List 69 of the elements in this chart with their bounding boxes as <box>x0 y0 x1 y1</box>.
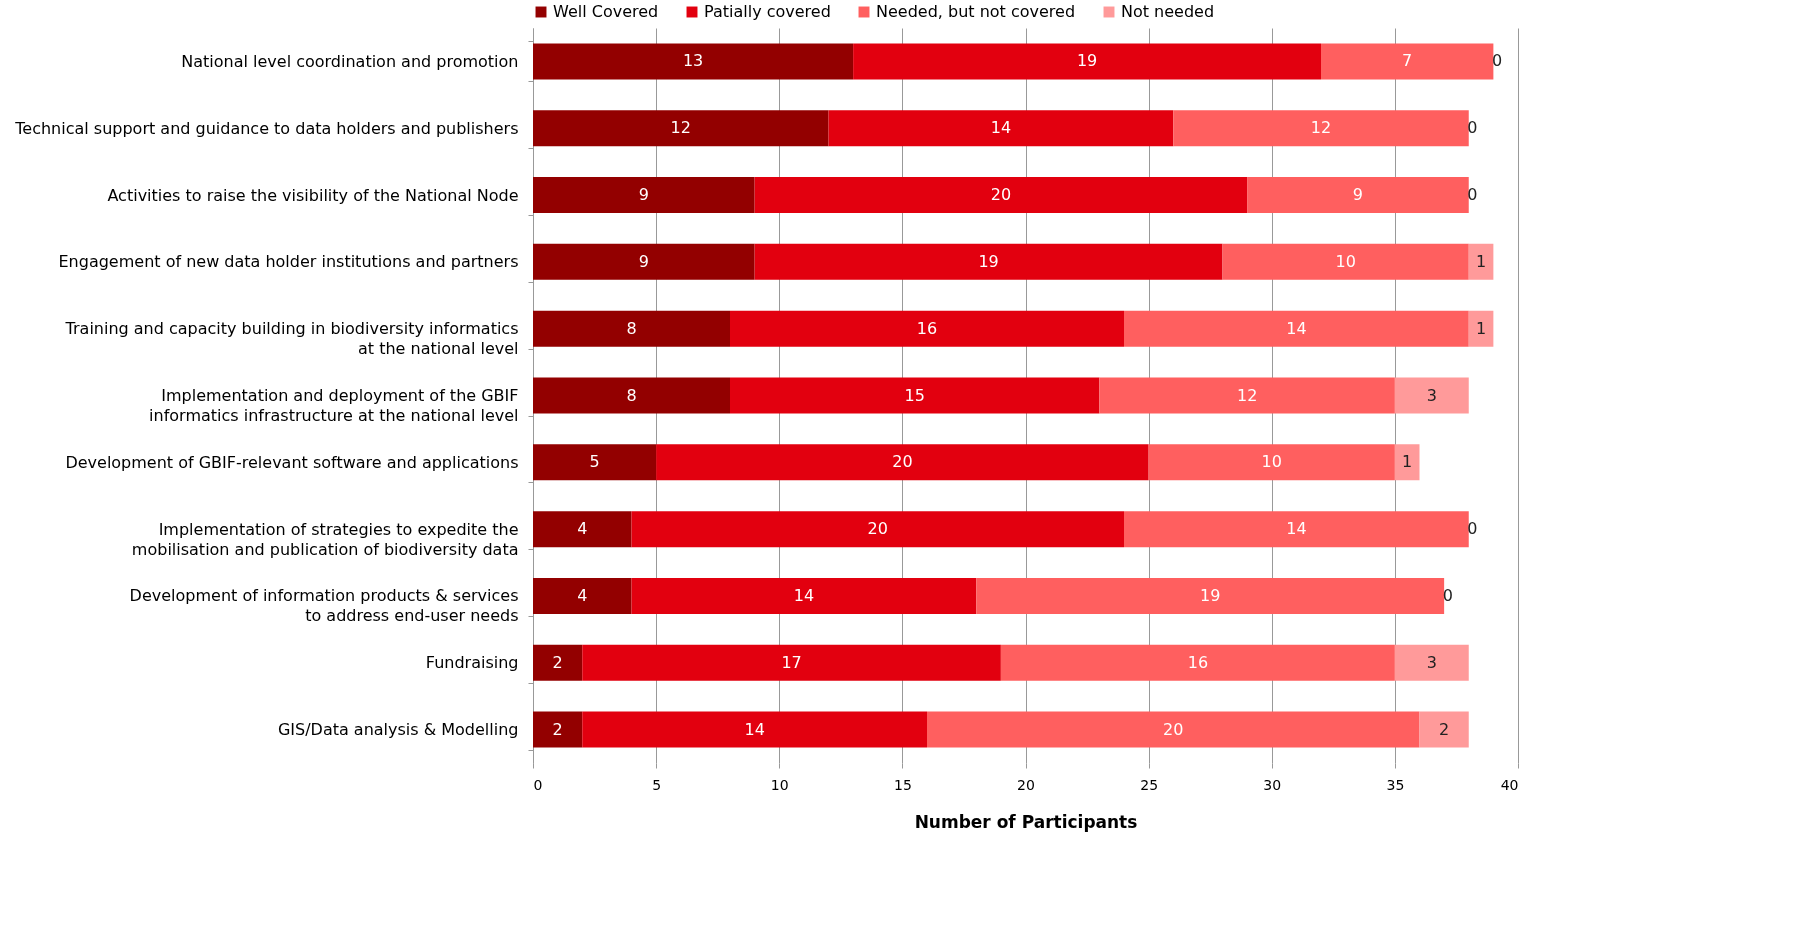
data-label: 13 <box>682 51 704 71</box>
y-tick-label: Activities to raise the visibility of the National Node <box>107 185 519 205</box>
data-label: 14 <box>744 719 765 739</box>
x-tick-label: 5 <box>652 776 662 793</box>
data-label: 8 <box>626 318 637 338</box>
data-label: 19 <box>1200 585 1221 605</box>
data-label: 3 <box>1426 652 1437 672</box>
data-label: 10 <box>1261 452 1282 472</box>
data-label: 12 <box>1236 385 1258 405</box>
data-label: 15 <box>904 385 925 405</box>
data-label: 4 <box>577 585 588 605</box>
x-tick-label: 20 <box>1017 776 1035 793</box>
data-label: 19 <box>978 251 999 271</box>
data-label: 1 <box>1475 318 1487 338</box>
data-label: 9 <box>638 185 649 205</box>
data-label: 12 <box>1310 118 1332 138</box>
data-label: 3 <box>1426 385 1437 405</box>
x-tick-label: 0 <box>533 776 543 793</box>
data-label: 0 <box>1467 519 1478 539</box>
x-tick-label: 35 <box>1386 776 1405 793</box>
data-label: 0 <box>1442 585 1453 605</box>
data-label: 7 <box>1402 51 1413 71</box>
data-label: 2 <box>552 719 563 739</box>
y-tick-label: Development of GBIF-relevant software and applications <box>65 452 519 472</box>
data-label: 16 <box>1187 652 1209 672</box>
x-tick-label: 10 <box>770 776 789 793</box>
data-label: 10 <box>1335 251 1356 271</box>
data-label: 17 <box>781 652 802 672</box>
data-label: 1 <box>1475 251 1487 271</box>
data-label: 9 <box>638 251 649 271</box>
data-label: 12 <box>670 118 691 138</box>
x-tick-label: 40 <box>1500 776 1519 793</box>
data-label: 0 <box>1491 51 1503 71</box>
legend-label: Not needed <box>1121 2 1215 21</box>
data-label: 2 <box>1439 719 1450 739</box>
data-label: 1 <box>1402 452 1413 472</box>
y-tick-label: Fundraising <box>425 653 519 673</box>
x-axis-title: Number of Participants <box>914 811 1138 832</box>
data-label: 14 <box>1286 318 1307 338</box>
x-tick-label: 15 <box>893 776 912 793</box>
data-label: 9 <box>1352 185 1364 205</box>
data-label: 14 <box>1286 519 1307 539</box>
data-label: 20 <box>1163 719 1184 739</box>
data-label: 8 <box>626 385 637 405</box>
y-tick-label: Development of information products & services to address end-user needs <box>129 586 519 626</box>
x-tick-label: 25 <box>1140 776 1159 793</box>
data-label: 0 <box>1467 118 1478 138</box>
y-tick-label: GIS/Data analysis & Modelling <box>277 720 519 740</box>
legend-label: Well Covered <box>553 2 659 21</box>
y-tick-label: Implementation of strategies to expedite the mobilisation and publication of biodiversity data <box>131 519 519 559</box>
data-label: 20 <box>892 452 913 472</box>
y-tick-label: Implementation and deployment of the GBIF informatics infrastructure at the national level <box>149 386 519 425</box>
legend-label: Patially covered <box>704 2 831 21</box>
data-label: 5 <box>589 452 600 472</box>
data-label: 19 <box>1076 51 1098 71</box>
x-tick-label: 30 <box>1263 776 1282 793</box>
data-label: 20 <box>867 519 888 539</box>
data-label: 14 <box>990 118 1012 138</box>
y-tick-label: Engagement of new data holder institutions and partners <box>58 252 519 272</box>
data-label: 16 <box>916 318 938 338</box>
y-tick-label: National level coordination and promotion <box>181 51 519 71</box>
data-label: 20 <box>990 185 1012 205</box>
data-label: 2 <box>552 652 563 672</box>
y-tick-label: Training and capacity building in biodiversity informatics at the national level <box>64 319 519 359</box>
data-label: 4 <box>577 519 588 539</box>
data-label: 14 <box>793 585 815 605</box>
data-label: 0 <box>1467 185 1478 205</box>
legend-label: Needed, but not covered <box>876 2 1076 21</box>
y-tick-label: Technical support and guidance to data holders and publishers <box>14 118 519 138</box>
